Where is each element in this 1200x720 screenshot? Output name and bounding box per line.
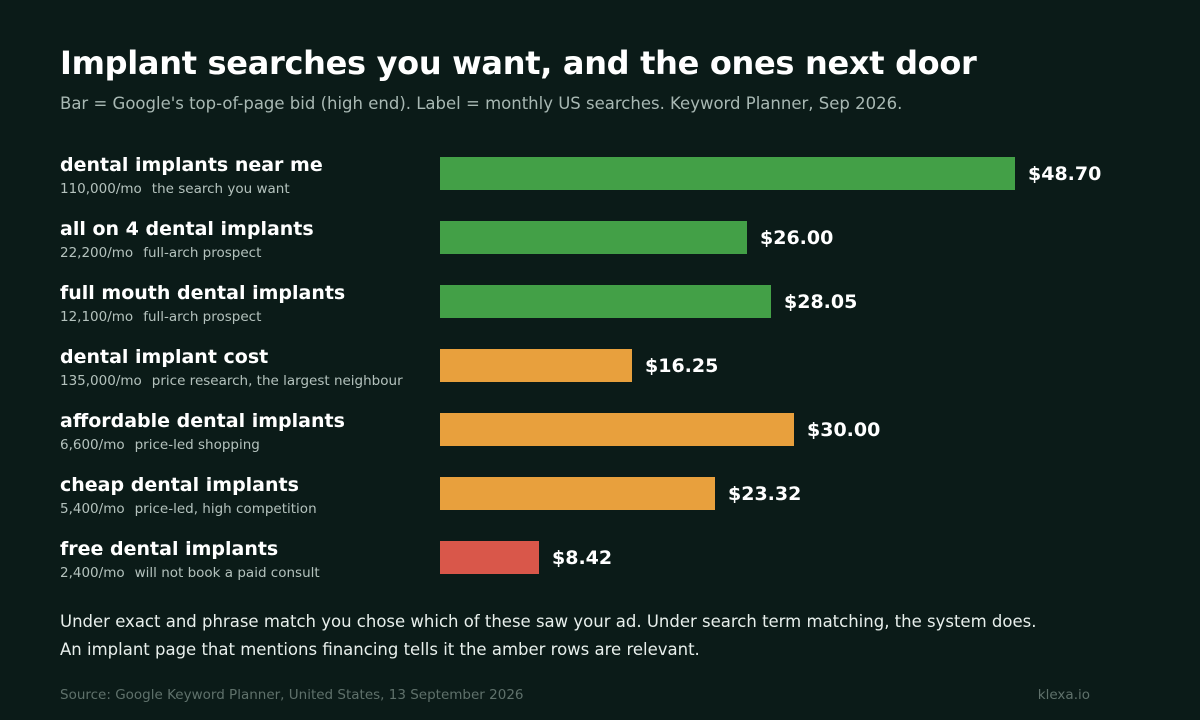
keyword-meta: 2,400/mo will not book a paid consult <box>60 565 320 581</box>
bid-value-label: $28.05 <box>784 291 858 313</box>
keyword-note: the search you want <box>151 181 290 197</box>
bid-bar <box>440 221 747 254</box>
keyword-note: full-arch prospect <box>143 245 262 261</box>
chart-row: free dental implants 2,400/mo will not boo… <box>0 538 1200 605</box>
monthly-searches: 12,100/mo <box>60 309 134 325</box>
footnote-line-2: An implant page that mentions financing … <box>60 640 700 659</box>
bid-bar <box>440 157 1015 190</box>
keyword-note: price-led, high competition <box>134 501 317 517</box>
keyword-label: full mouth dental implants <box>60 282 346 304</box>
monthly-searches: 5,400/mo <box>60 501 125 517</box>
chart-row: full mouth dental implants 12,100/mo full-… <box>0 282 1200 349</box>
bid-value-label: $23.32 <box>728 483 802 505</box>
bid-value-label: $26.00 <box>760 227 834 249</box>
bid-value-label: $8.42 <box>552 547 613 569</box>
footnote-line-1: Under exact and phrase match you chose w… <box>60 612 1037 631</box>
keyword-meta: 110,000/mo the search you want <box>60 181 290 197</box>
keyword-note: price-led shopping <box>134 437 260 453</box>
monthly-searches: 135,000/mo <box>60 373 142 389</box>
chart-subtitle: Bar = Google's top-of-page bid (high end… <box>60 94 903 113</box>
brand-label: klexa.io <box>1037 687 1090 703</box>
keyword-meta: 5,400/mo price-led, high competition <box>60 501 317 517</box>
chart-row: cheap dental implants 5,400/mo price-led, … <box>0 474 1200 541</box>
bid-value-label: $48.70 <box>1028 163 1102 185</box>
keyword-meta: 6,600/mo price-led shopping <box>60 437 260 453</box>
keyword-meta: 12,100/mo full-arch prospect <box>60 309 261 325</box>
keyword-note: price research, the largest neighbour <box>151 373 403 389</box>
keyword-label: cheap dental implants <box>60 474 299 496</box>
keyword-label: all on 4 dental implants <box>60 218 314 240</box>
keyword-meta: 135,000/mo price research, the largest ne… <box>60 373 403 389</box>
keyword-note: will not book a paid consult <box>134 565 320 581</box>
chart-row: all on 4 dental implants 22,200/mo full-ar… <box>0 218 1200 285</box>
monthly-searches: 110,000/mo <box>60 181 142 197</box>
source-note: Source: Google Keyword Planner, United S… <box>60 687 524 703</box>
chart-row: dental implants near me 110,000/mo the sea… <box>0 154 1200 221</box>
bid-bar <box>440 349 632 382</box>
bid-bar <box>440 477 715 510</box>
monthly-searches: 6,600/mo <box>60 437 125 453</box>
monthly-searches: 2,400/mo <box>60 565 125 581</box>
chart-row: affordable dental implants 6,600/mo price-… <box>0 410 1200 477</box>
bid-bar <box>440 413 794 446</box>
bid-value-label: $30.00 <box>807 419 881 441</box>
keyword-label: free dental implants <box>60 538 279 560</box>
bid-bar <box>440 541 539 574</box>
keyword-label: dental implants near me <box>60 154 323 176</box>
monthly-searches: 22,200/mo <box>60 245 134 261</box>
bar-chart: dental implants near me 110,000/mo the sea… <box>0 154 1200 581</box>
keyword-label: affordable dental implants <box>60 410 345 432</box>
bid-value-label: $16.25 <box>645 355 719 377</box>
chart-row: dental implant cost 135,000/mo price resea… <box>0 346 1200 413</box>
footnote: Under exact and phrase match you chose w… <box>60 608 1036 664</box>
keyword-note: full-arch prospect <box>143 309 262 325</box>
bid-bar <box>440 285 771 318</box>
chart-title: Implant searches you want, and the ones … <box>60 44 977 82</box>
keyword-label: dental implant cost <box>60 346 269 368</box>
keyword-meta: 22,200/mo full-arch prospect <box>60 245 261 261</box>
